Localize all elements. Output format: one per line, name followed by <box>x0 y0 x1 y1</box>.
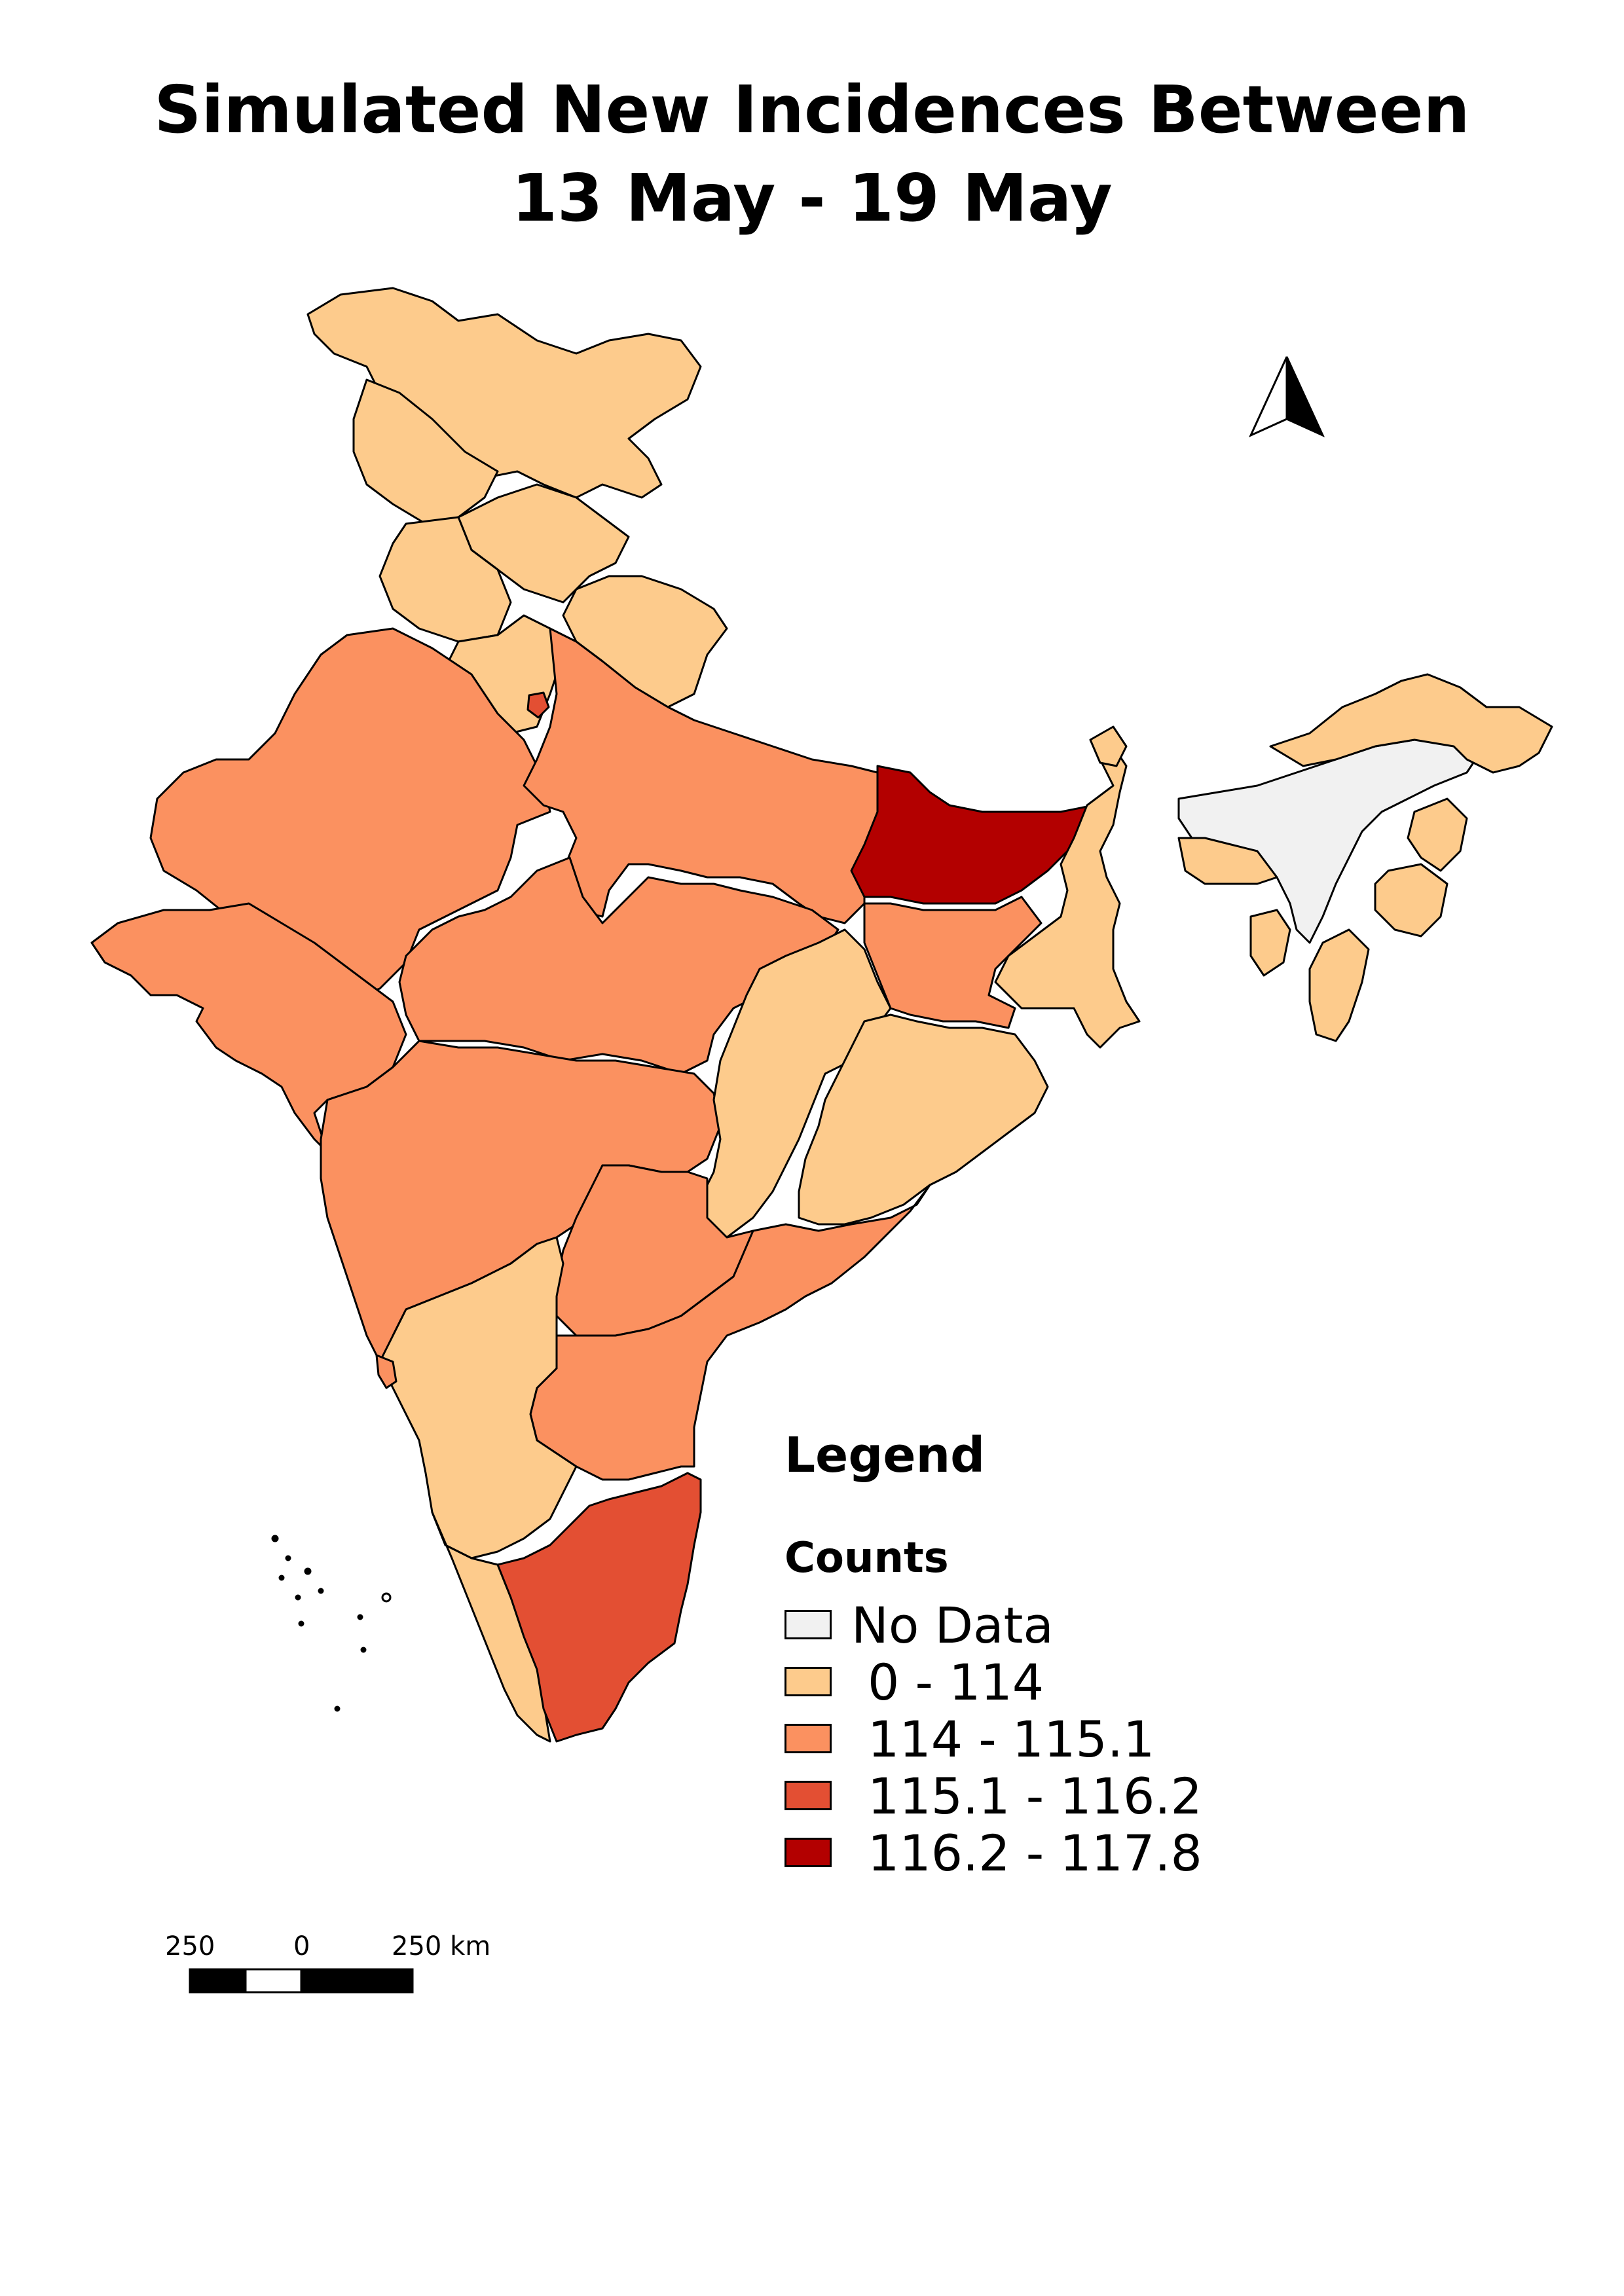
region-sikkim <box>1089 725 1128 767</box>
region-tamil-nadu <box>496 1472 702 1743</box>
region-lakshadweep-islands <box>271 1535 392 1712</box>
region-chhattisgarh <box>699 928 892 1239</box>
legend-swatch <box>784 1667 832 1696</box>
legend-swatch <box>784 1781 832 1810</box>
region-tripura <box>1249 909 1291 977</box>
legend-label: 114 - 115.1 <box>868 1710 1155 1768</box>
region-andhra-pradesh <box>529 1184 931 1481</box>
region-arunachal-pradesh <box>1269 673 1553 774</box>
region-manipur <box>1374 863 1449 938</box>
legend-label: No Data <box>851 1596 1054 1654</box>
region-jharkhand <box>863 896 1043 1029</box>
scale-label-zero: 0 <box>293 1931 310 1961</box>
legend-subtitle: Counts <box>784 1534 949 1582</box>
legend-title: Legend <box>784 1427 986 1484</box>
region-uttar-pradesh <box>523 627 879 924</box>
region-meghalaya <box>1177 837 1278 885</box>
map-title-line2: 13 May - 19 May <box>511 160 1113 236</box>
legend-swatch <box>784 1724 832 1753</box>
region-mizoram <box>1308 928 1370 1042</box>
region-karnataka <box>378 1236 578 1559</box>
region-kerala <box>431 1511 551 1743</box>
legend-label: 0 - 114 <box>868 1653 1044 1711</box>
map-title: Simulated New Incidences Between 13 May … <box>0 65 1624 242</box>
legend-label: 115.1 - 116.2 <box>868 1767 1202 1825</box>
scale-label-left: 250 <box>165 1931 215 1961</box>
region-nagaland <box>1407 797 1468 872</box>
region-bihar <box>850 765 1095 905</box>
map-title-line1: Simulated New Incidences Between <box>154 71 1470 148</box>
north-arrow-icon <box>1248 356 1325 438</box>
scale-label-right: 250 km <box>392 1931 491 1961</box>
legend-label: 116.2 - 117.8 <box>868 1824 1202 1882</box>
region-west-bengal <box>994 745 1141 1049</box>
legend-swatch <box>784 1838 832 1867</box>
scale-bar <box>189 1968 414 1994</box>
region-delhi <box>526 691 550 719</box>
legend-swatch <box>784 1610 832 1639</box>
region-goa <box>375 1354 397 1389</box>
